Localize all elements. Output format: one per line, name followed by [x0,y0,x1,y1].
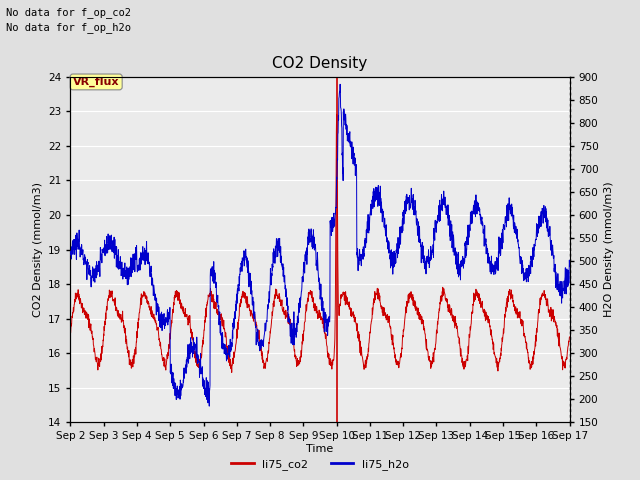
Text: VR_flux: VR_flux [73,77,120,87]
Y-axis label: H2O Density (mmol/m3): H2O Density (mmol/m3) [604,182,614,317]
Title: CO2 Density: CO2 Density [273,57,367,72]
Legend: li75_co2, li75_h2o: li75_co2, li75_h2o [227,455,413,474]
Y-axis label: CO2 Density (mmol/m3): CO2 Density (mmol/m3) [33,182,43,317]
Text: No data for f_op_co2: No data for f_op_co2 [6,7,131,18]
X-axis label: Time: Time [307,444,333,454]
Text: No data for f_op_h2o: No data for f_op_h2o [6,22,131,33]
